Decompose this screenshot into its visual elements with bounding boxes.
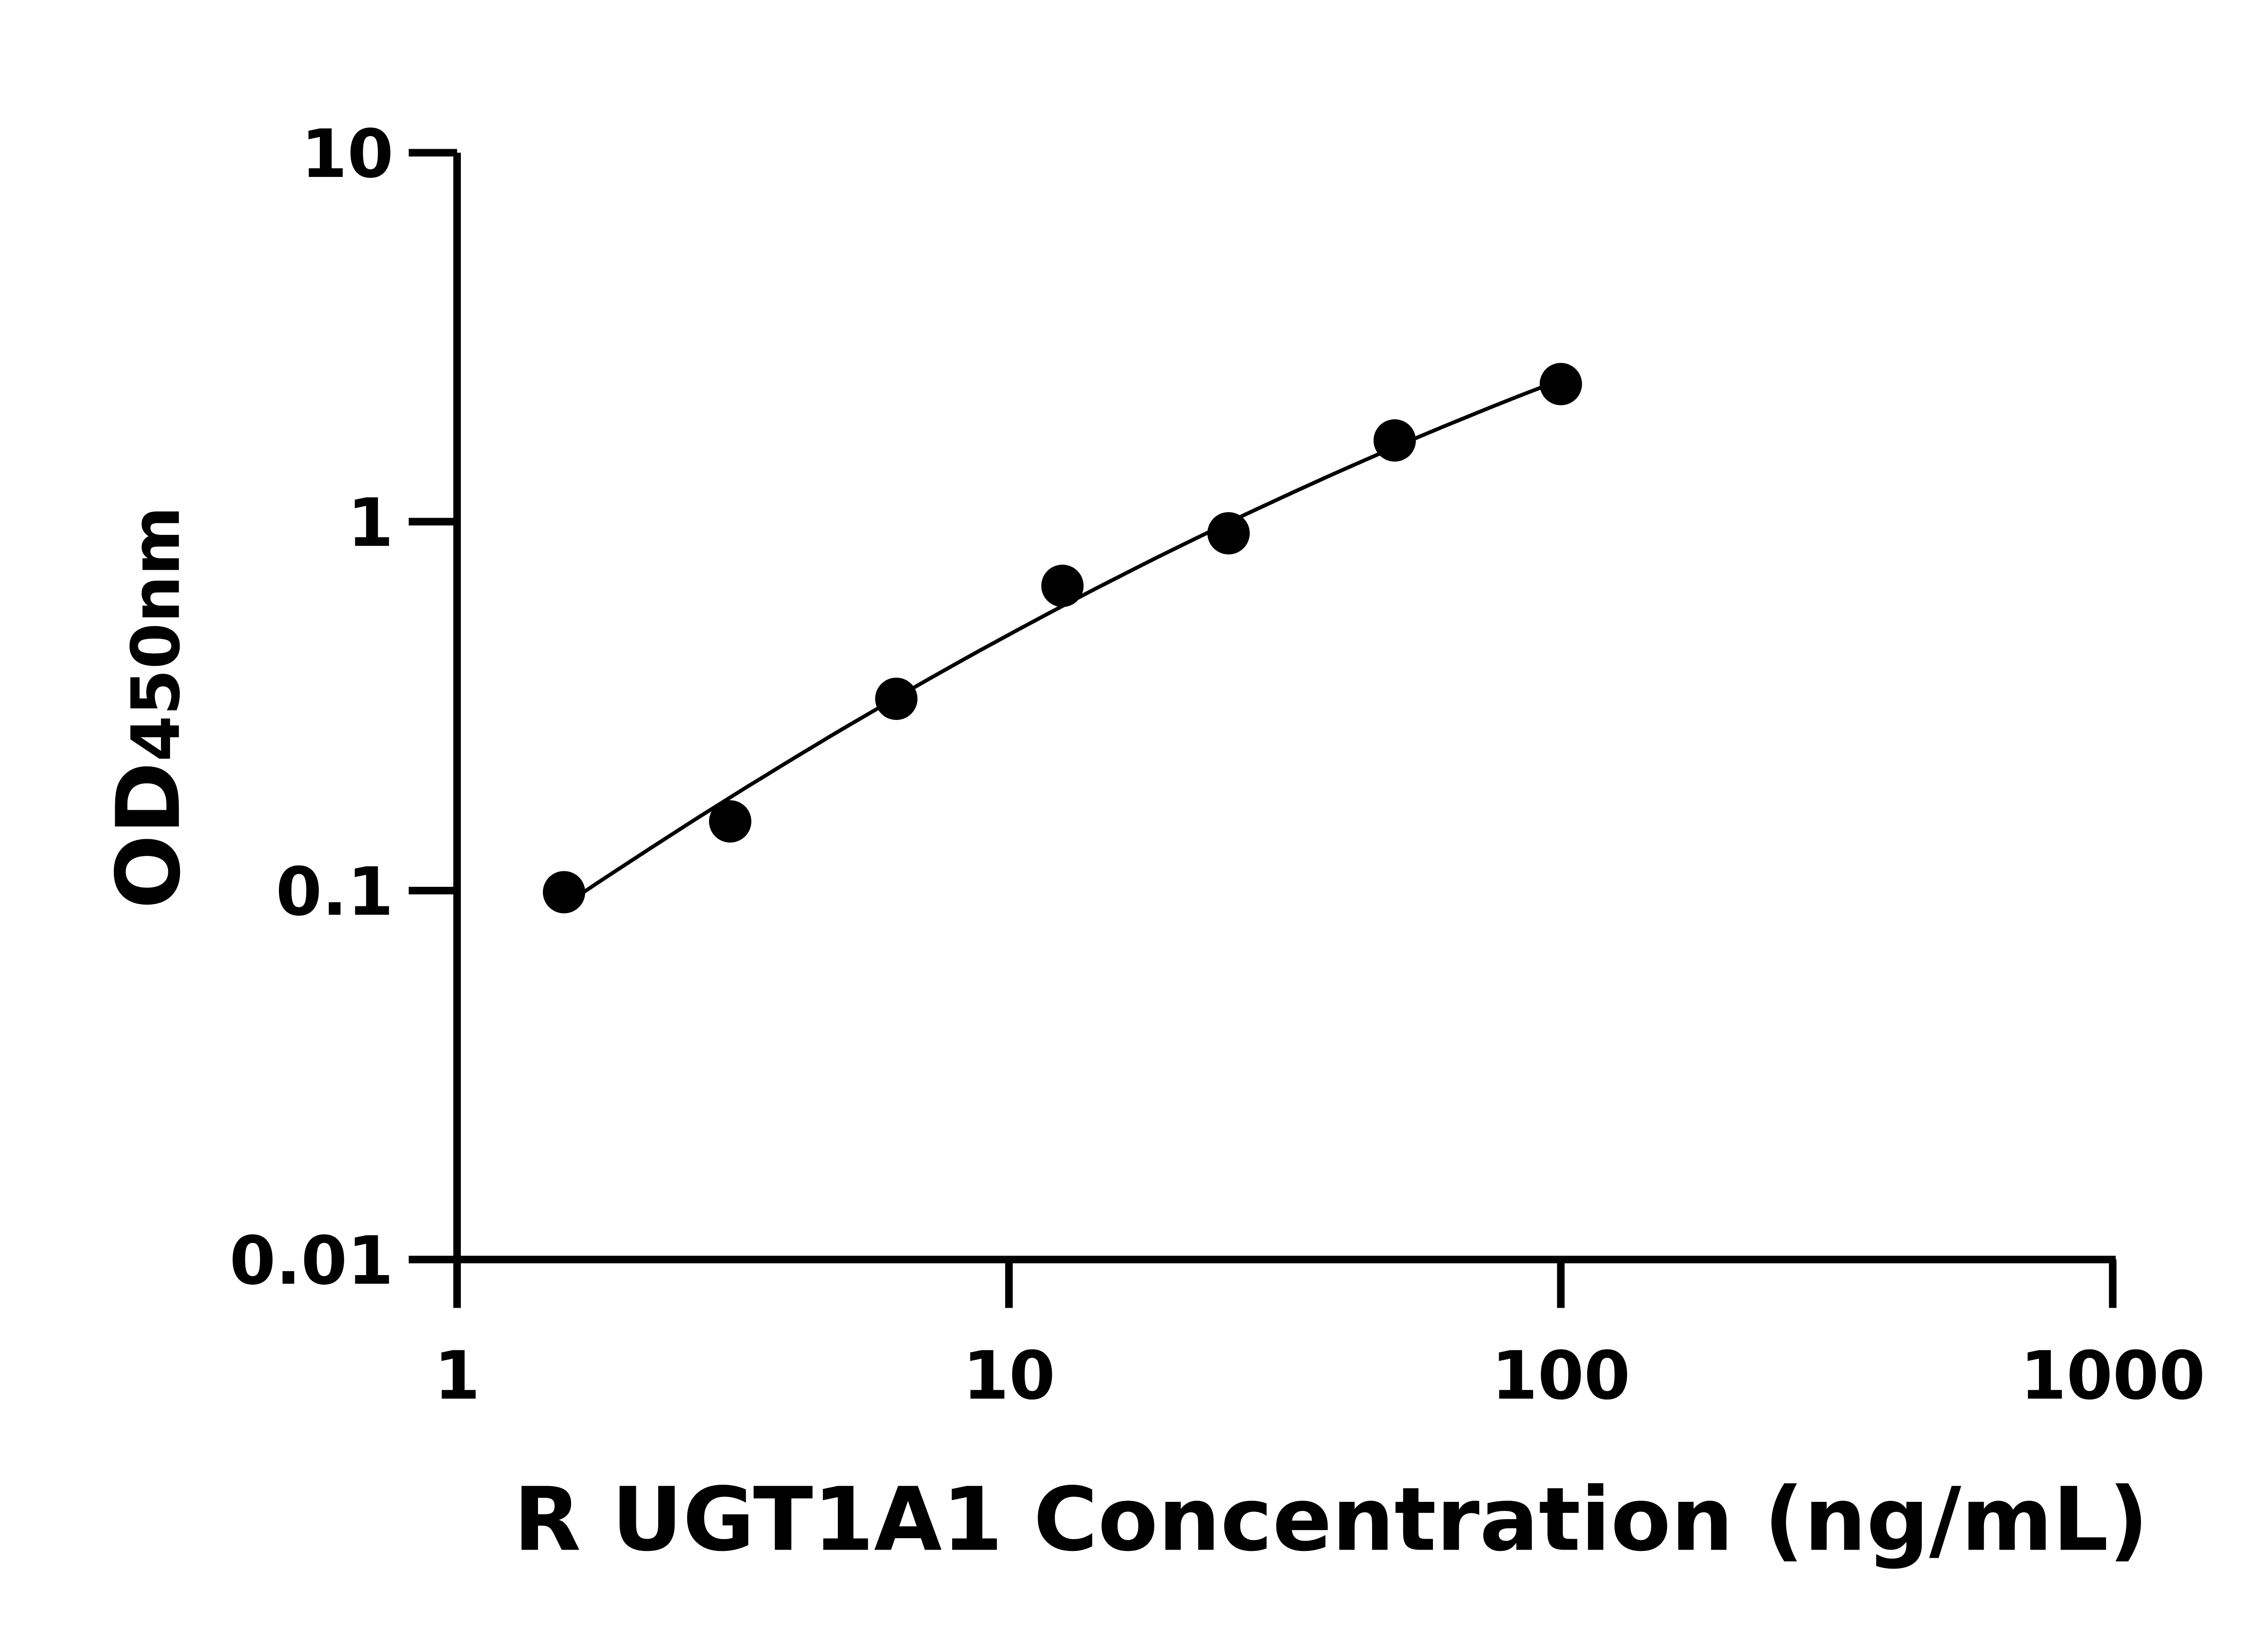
y-tick-label: 0.01 (230, 1222, 394, 1300)
x-tick-label: 1000 (2020, 1337, 2205, 1414)
y-tick-label: 1 (347, 484, 394, 562)
y-axis-label-main: OD (98, 762, 200, 909)
data-point (875, 677, 918, 720)
y-tick-label: 10 (301, 115, 394, 193)
data-point (1041, 564, 1084, 607)
y-axis-label-sub: 450nm (117, 506, 195, 762)
data-point (543, 871, 586, 914)
data-point (1207, 512, 1250, 555)
axes: 1 10 100 1000 0.01 0.1 1 10 (230, 115, 2205, 1414)
data-points (543, 363, 1582, 914)
data-point (709, 800, 752, 843)
y-axis-label: OD450nm (98, 506, 200, 909)
x-axis-label: R UGT1A1 Concentration (ng/mL) (513, 1469, 2149, 1571)
x-tick-label: 10 (963, 1337, 1055, 1414)
data-point (1374, 419, 1416, 462)
y-tick-label: 0.1 (276, 853, 394, 931)
x-tick-label: 100 (1491, 1337, 1630, 1414)
x-tick-label: 1 (434, 1337, 480, 1414)
data-point (1540, 363, 1582, 406)
